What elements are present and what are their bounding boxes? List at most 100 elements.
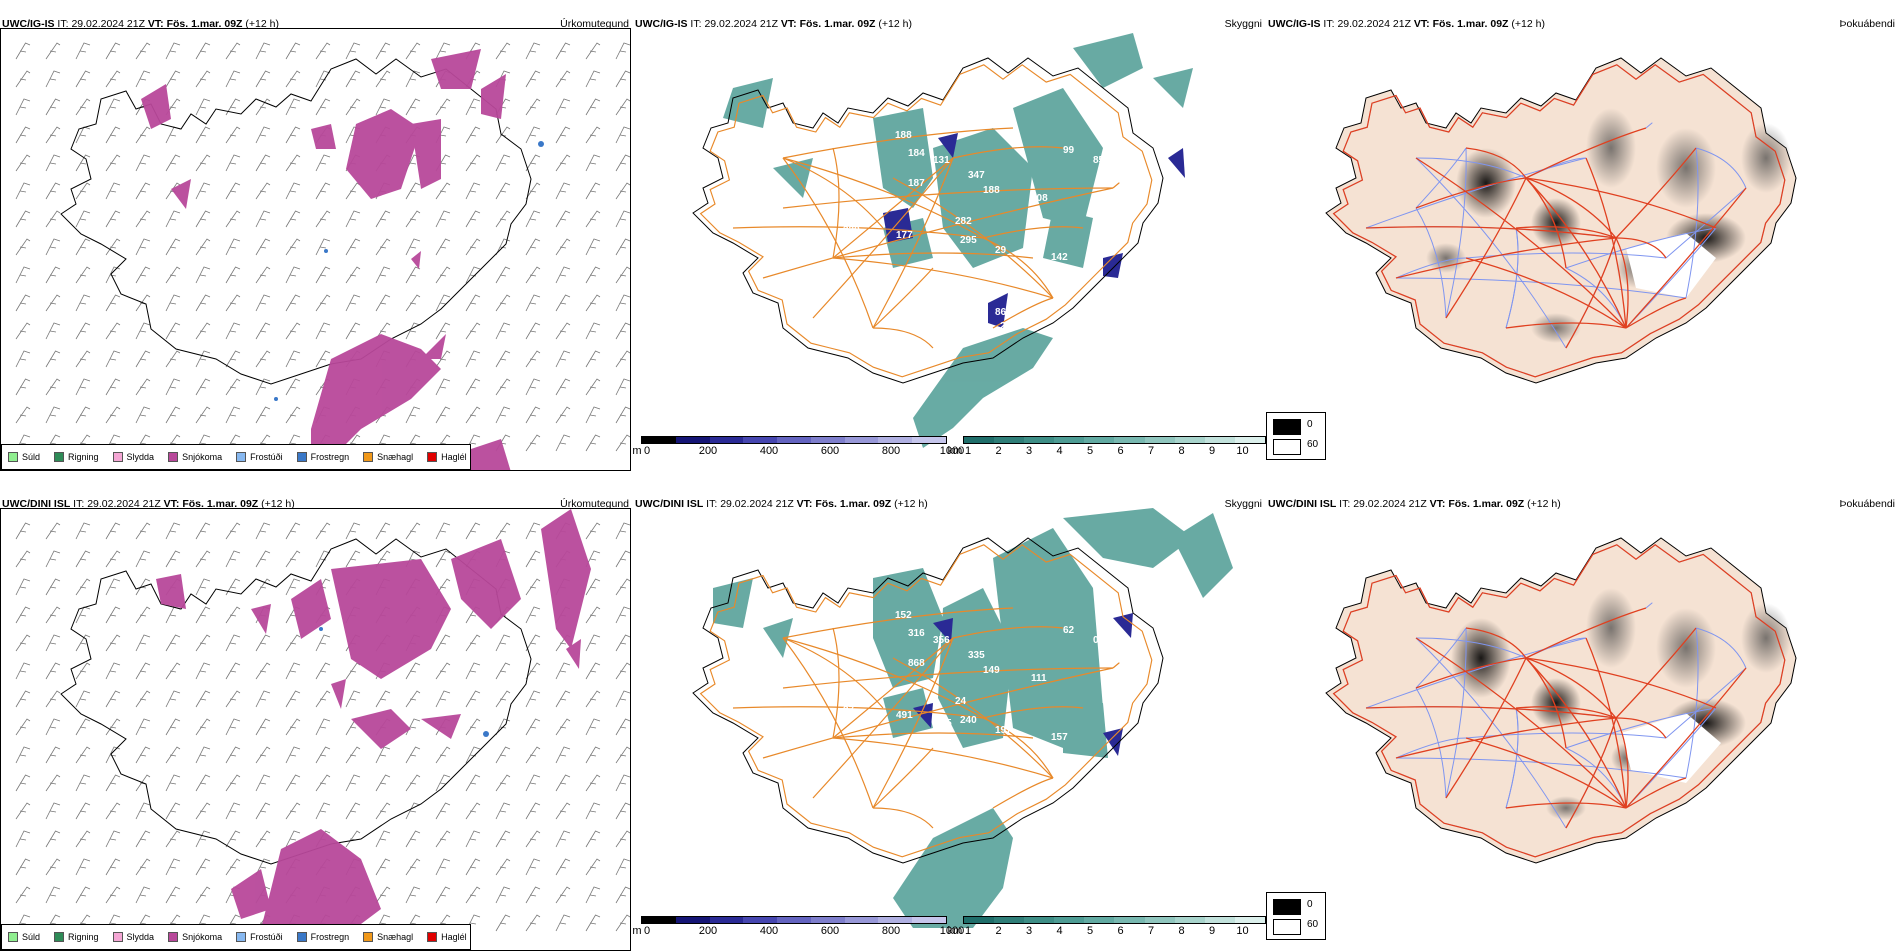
colorbar-tick: 400 <box>759 445 779 457</box>
legend-item-snjokoma: Snjókoma <box>168 932 222 942</box>
legend-item-snaehagl: Snæhagl <box>363 452 413 462</box>
colorbar-tick: 5 <box>1086 445 1094 457</box>
legend-item-slydda: Slydda <box>112 452 154 462</box>
panel-title: Skyggni <box>1224 498 1262 510</box>
cloud-base-number: 99 <box>1063 145 1075 156</box>
legend-swatch <box>54 452 65 462</box>
cloud-base-number: 316 <box>908 628 925 639</box>
cloud-colorbar-high <box>963 916 1266 924</box>
cloud-base-number: 295 <box>960 235 977 246</box>
colorbar-tick: 1 <box>964 925 972 937</box>
cloud-base-number: 282 <box>955 216 972 227</box>
colorbar-tick: 800 <box>881 445 901 457</box>
cloud-base-number: 177 <box>896 230 913 241</box>
colorbar-tick: 1 <box>964 445 972 457</box>
legend-item-frostregn: Frostregn <box>296 452 349 462</box>
colorbar-tick: 7 <box>1147 445 1155 457</box>
cloud-colorbar-low <box>641 916 947 924</box>
fog-panel-row2: UWC/DINI ISL IT: 29.02.2024 21Z VT: Fös.… <box>1266 492 1899 952</box>
cloud-base-number: 329 <box>843 225 860 236</box>
legend-item-frostudi: Frostúði <box>236 452 283 462</box>
colorbar-tick: 8 <box>1178 925 1185 937</box>
panel-title: Úrkomutegund <box>560 498 629 510</box>
colorbar-tick: 6 <box>1117 445 1124 457</box>
cloud-base-number: 866 <box>995 307 1012 318</box>
cloud-base-number: 284 <box>1000 321 1017 332</box>
colorbar-tick: 9 <box>1208 445 1216 457</box>
cloud-colorbar-high <box>963 436 1266 444</box>
precip-map: Súld Rigning Slydda Snjókoma Frostúði Fr… <box>0 28 631 471</box>
precip-panel-row2: UWC/DINI ISL IT: 29.02.2024 21Z VT: Fös.… <box>0 492 633 952</box>
cloud-base-number: 03 <box>1093 635 1105 646</box>
cloud-colorbar: m 0 200 400 600 800 1000 km 1 2 3 4 5 6 7 8 9 10 <box>633 436 1266 457</box>
cloud-base-number: 53 <box>893 403 905 414</box>
panel-title: Skyggni <box>1224 18 1262 30</box>
fog-legend: 0 60 <box>1266 412 1326 460</box>
panel-header: UWC/DINI ISL IT: 29.02.2024 21Z VT: Fös.… <box>2 498 295 510</box>
cloud-map-svg: 188 184 131 347 187 188 208 99 85 329 177 82 282 295 2… <box>692 33 1193 448</box>
fog-map-svg <box>1325 537 1797 864</box>
cloud-panel-row2: UWC/DINI ISL IT: 29.02.2024 21Z VT: Fös.… <box>633 492 1266 952</box>
panel-title: Úrkomutegund <box>560 18 629 30</box>
legend-swatch <box>168 932 179 942</box>
legend-swatch <box>363 932 374 942</box>
cloud-panel-row1: UWC/IG-IS IT: 29.02.2024 21Z VT: Fös. 1.… <box>633 12 1266 472</box>
precip-panel-row1: UWC/IG-IS IT: 29.02.2024 21Z VT: Fös. 1.… <box>0 12 633 472</box>
colorbar-tick: 2 <box>995 445 1002 457</box>
legend-item-sudl: Súld <box>8 452 40 462</box>
colorbar-tick: 1000 <box>939 925 965 937</box>
panel-header: UWC/DINI ISL IT: 29.02.2024 21Z VT: Fös.… <box>1268 498 1561 510</box>
precip-legend: Súld Rigning Slydda Snjókoma Frostúði Fr… <box>1 444 471 470</box>
cloud-base-number: 142 <box>1051 252 1068 263</box>
colorbar-unit: km <box>947 925 963 937</box>
cloud-base-number: 157 <box>1051 732 1068 743</box>
cloud-base-number: 868 <box>908 658 925 669</box>
cloud-base-number: 187 <box>908 178 925 189</box>
cloud-base-number: 240 <box>960 715 977 726</box>
cloud-base-number: 188 <box>895 130 912 141</box>
legend-item-slydda: Slydda <box>112 932 154 942</box>
legend-swatch <box>427 452 438 462</box>
cloud-base-number: 356 <box>933 635 950 646</box>
fog-map-svg <box>1325 57 1797 384</box>
cloud-base-number: 335 <box>968 650 985 661</box>
colorbar-tick: 4 <box>1056 445 1063 457</box>
legend-swatch <box>54 932 65 942</box>
colorbar-tick: 7 <box>1147 925 1155 937</box>
fog-panel-row1: UWC/IG-IS IT: 29.02.2024 21Z VT: Fös. 1.… <box>1266 12 1899 472</box>
colorbar-unit: m <box>633 445 642 457</box>
colorbar-tick: 200 <box>698 925 718 937</box>
cloud-base-number: 591 <box>944 767 961 778</box>
legend-item-haglel: Haglél <box>427 932 467 942</box>
cloud-base-number: 175 <box>935 718 952 729</box>
colorbar-tick: 4 <box>1056 925 1063 937</box>
cloud-base-number: 347 <box>968 170 985 181</box>
legend-swatch <box>296 452 307 462</box>
cloud-colorbar-low <box>641 436 947 444</box>
precip-legend: Súld Rigning Slydda Snjókoma Frostúði Fr… <box>1 924 471 950</box>
cloud-colorbar: m 0 200 400 600 800 1000 km 1 2 3 4 5 6 7 8 9 10 <box>633 916 1266 937</box>
legend-swatch <box>236 932 247 942</box>
legend-swatch <box>168 452 179 462</box>
cloud-base-number: 491 <box>896 710 913 721</box>
panel-header: UWC/IG-IS IT: 29.02.2024 21Z VT: Fös. 1.… <box>2 18 279 30</box>
panel-header: UWC/IG-IS IT: 29.02.2024 21Z VT: Fös. 1.… <box>635 18 912 30</box>
colorbar-tick: 1000 <box>939 445 965 457</box>
colorbar-tick: 10 <box>1236 925 1249 937</box>
colorbar-tick: 600 <box>820 445 840 457</box>
cloud-base-number: 111 <box>1031 673 1047 684</box>
cloud-base-number: 131 <box>933 155 950 166</box>
colorbar-tick: 9 <box>1208 925 1216 937</box>
precip-map-svg <box>1 42 630 470</box>
legend-item-snjokoma: Snjókoma <box>168 452 222 462</box>
legend-item-snaehagl: Snæhagl <box>363 932 413 942</box>
panel-header: UWC/DINI ISL IT: 29.02.2024 21Z VT: Fös.… <box>635 498 928 510</box>
legend-item-sudl: Súld <box>8 932 40 942</box>
colorbar-tick: 0 <box>643 925 651 937</box>
cloud-base-number: 188 <box>983 185 1000 196</box>
precip-map: Súld Rigning Slydda Snjókoma Frostúði Fr… <box>0 508 631 951</box>
legend-swatch <box>8 932 18 942</box>
colorbar-tick: 6 <box>1117 925 1124 937</box>
cloud-base-number: 197 <box>995 725 1012 736</box>
